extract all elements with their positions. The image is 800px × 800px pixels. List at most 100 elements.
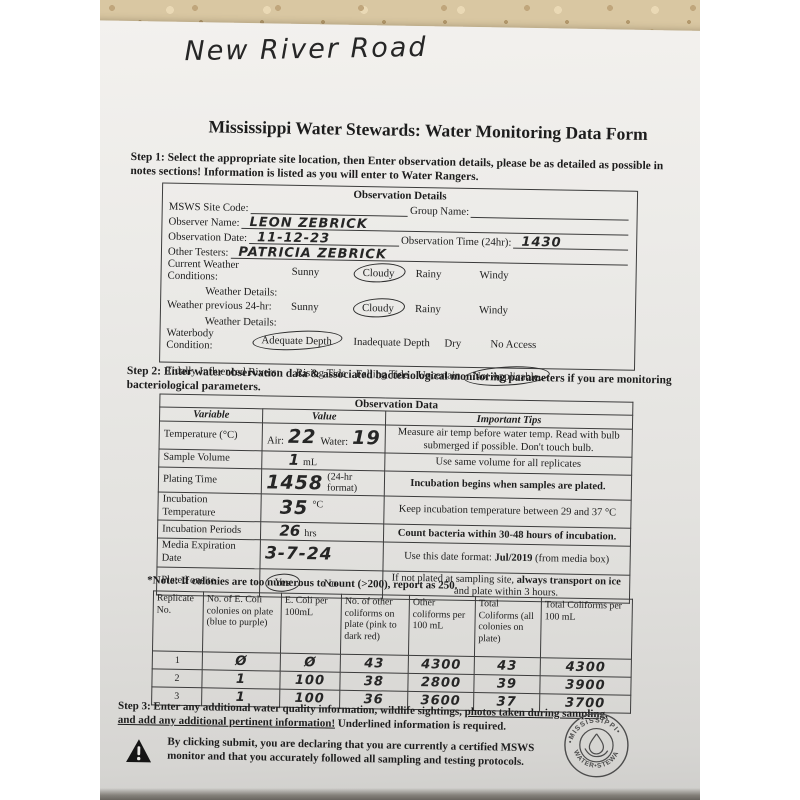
observation-data-table: Observation Data Variable Value Importan… xyxy=(156,394,633,604)
rep1-total-coliforms-per-100ml: 4300 xyxy=(540,657,632,678)
incubation-temperature-tip: Keep incubation temperature between 29 a… xyxy=(383,496,632,529)
sample-volume-value-cell: 1 mL xyxy=(262,450,385,472)
plating-time-unit: (24-hr format) xyxy=(327,471,358,495)
media-expiration-value-cell: 3-7-24 xyxy=(260,540,384,571)
incubation-periods-value-cell: 26 hrs xyxy=(260,522,384,543)
incubation-temperature-value-cell: 35 °C xyxy=(261,493,385,525)
rep2-ecoli-colonies: 1 xyxy=(201,669,281,690)
observation-time-label: Observation Time (24hr): xyxy=(400,234,512,249)
header-ecoli-per-100ml: E. Coli per 100mL xyxy=(280,593,342,655)
header-other-coliforms-plate: No. of other coliforms on plate (pink to… xyxy=(340,594,410,656)
media-expiration-tip: Use this date format: Jul/2019 (from med… xyxy=(382,542,631,575)
replicate-header-row: Replicate No. No. of E. Coli colonies on… xyxy=(152,590,633,660)
header-total-coliforms-plate: Total Coliforms (all colonies on plate) xyxy=(474,596,542,658)
sample-volume-value: 1 xyxy=(288,450,300,470)
incubation-temperature-variable: Incubation Temperature xyxy=(157,492,262,523)
water-label: Water: xyxy=(320,436,349,448)
current-weather-selected-circle: Cloudy xyxy=(362,267,395,280)
previous-weather-selected-circle: Cloudy xyxy=(361,301,394,315)
seal-water-drop-icon xyxy=(588,733,605,755)
observation-details-box: Observation Details MSWS Site Code: Grou… xyxy=(159,182,639,383)
other-testers-label: Other Testers: xyxy=(167,245,229,259)
plating-time-value: 1458 xyxy=(266,471,324,495)
form-title: Mississippi Water Stewards: Water Monito… xyxy=(208,116,648,144)
rep1-ecoli-per-100ml: Ø xyxy=(280,653,341,673)
incubation-temperature-unit: °C xyxy=(312,499,324,511)
incubation-periods-unit: hrs xyxy=(304,528,317,540)
waterbody-option-dry: Dry xyxy=(444,337,462,350)
site-code-field xyxy=(250,200,409,217)
current-weather-option-cloudy: Cloudy xyxy=(363,267,416,280)
media-expiration-value: 3-7-24 xyxy=(264,543,333,566)
incubation-periods-variable: Incubation Periods xyxy=(157,520,262,541)
observer-name-label: Observer Name: xyxy=(168,215,240,229)
previous-weather-option-sunny: Sunny xyxy=(290,300,319,313)
rep2-no: 2 xyxy=(151,668,203,688)
waterbody-option-no-access: No Access xyxy=(490,338,537,352)
water-temp-value: 19 xyxy=(352,426,381,450)
current-weather-option-rainy: Rainy xyxy=(415,267,442,281)
previous-weather-label: Weather previous 24-hr: xyxy=(166,298,272,312)
rep1-no: 1 xyxy=(152,650,203,670)
waterbody-option-adequate-depth: Adequate Depth xyxy=(261,334,353,348)
waterbody-selected-circle: Adequate Depth xyxy=(261,334,333,348)
plating-time-variable: Plating Time xyxy=(158,467,263,494)
observation-time-field: 1430 xyxy=(513,234,629,251)
header-other-coliforms-per-100ml: Other coliforms per 100 mL xyxy=(408,595,476,657)
media-expiration-tip-bold: Jul/2019 xyxy=(494,552,533,564)
handwritten-site-name: New River Road xyxy=(184,32,524,69)
declaration-text: By clicking submit, you are declaring th… xyxy=(167,735,535,769)
waterbody-option-inadequate-depth: Inadequate Depth xyxy=(353,335,430,350)
previous-weather-option-cloudy: Cloudy xyxy=(362,302,415,315)
group-name-label: Group Name: xyxy=(409,204,470,218)
other-testers-value: PATRICIA ZEBRICK xyxy=(238,244,388,263)
rep1-total-coliforms-plate: 43 xyxy=(474,656,541,676)
observation-date-label: Observation Date: xyxy=(168,230,248,245)
rep1-other-coliforms-plate: 43 xyxy=(340,654,409,674)
rep1-ecoli-colonies: Ø xyxy=(202,651,281,672)
step3-post: Underlined information is required. xyxy=(334,717,507,733)
observation-date-field: 11-12-23 xyxy=(248,230,400,247)
waterbody-condition-label: Waterbody Condition: xyxy=(166,326,214,352)
header-replicate-no: Replicate No. xyxy=(152,590,204,652)
rep1-other-coliforms-per-100ml: 4300 xyxy=(408,655,475,675)
msws-seal: •MISSISSIPPI• WATER•STEWARDS xyxy=(558,705,632,786)
group-name-field xyxy=(471,203,629,221)
header-total-coliforms-per-100ml: Total Coliforms per 100 mL xyxy=(540,597,633,660)
media-expiration-tip-post: (from media box) xyxy=(532,552,610,566)
media-expiration-variable: Media Expiration Date xyxy=(156,538,261,569)
site-code-label: MSWS Site Code: xyxy=(168,200,249,215)
air-temp-value: 22 xyxy=(287,425,317,449)
incubation-temperature-value: 35 xyxy=(279,496,309,520)
media-expiration-tip-pre: Use this date format: xyxy=(404,550,495,564)
warning-icon xyxy=(125,734,154,768)
temperature-tip: Measure air temp before water temp. Read… xyxy=(384,424,633,458)
seal-hand-icon xyxy=(584,748,609,758)
rep2-other-coliforms-per-100ml: 2800 xyxy=(407,673,475,693)
plating-time-value-cell: 1458 (24-hr format) xyxy=(261,469,385,497)
weather-details-label-1: Weather Details: xyxy=(205,285,278,299)
temperature-value-cell: Air: 22 Water: 19 xyxy=(262,422,386,454)
air-label: Air: xyxy=(266,435,285,447)
previous-weather-option-windy: Windy xyxy=(478,303,509,317)
header-ecoli-colonies: No. of E. Coli colonies on plate (blue t… xyxy=(202,591,282,654)
rep2-total-coliforms-per-100ml: 3900 xyxy=(539,675,632,696)
rep2-total-coliforms-plate: 39 xyxy=(473,674,541,694)
photo-of-paper-form: New River Road Mississippi Water Steward… xyxy=(100,0,700,800)
observation-time-value: 1430 xyxy=(521,234,562,251)
sample-volume-variable: Sample Volume xyxy=(158,449,263,470)
rep2-other-coliforms-plate: 38 xyxy=(339,672,409,692)
rep2-ecoli-per-100ml: 100 xyxy=(279,671,341,691)
sample-volume-unit: mL xyxy=(302,457,318,469)
declaration-row: By clicking submit, you are declaring th… xyxy=(125,734,596,776)
incubation-periods-value: 26 xyxy=(279,522,301,541)
current-weather-option-windy: Windy xyxy=(479,269,509,282)
plated-onsite-tip-bold: always transport on ice xyxy=(516,574,621,588)
table-edge-shadow xyxy=(100,788,700,800)
previous-weather-option-rainy: Rainy xyxy=(414,302,441,315)
paper-sheet: New River Road Mississippi Water Steward… xyxy=(100,20,700,800)
current-weather-label: Current Weather Conditions: xyxy=(167,257,240,283)
current-weather-option-sunny: Sunny xyxy=(291,265,320,279)
replicate-table: Replicate No. No. of E. Coli colonies on… xyxy=(151,590,633,714)
temperature-variable: Temperature (°C) xyxy=(159,421,263,452)
